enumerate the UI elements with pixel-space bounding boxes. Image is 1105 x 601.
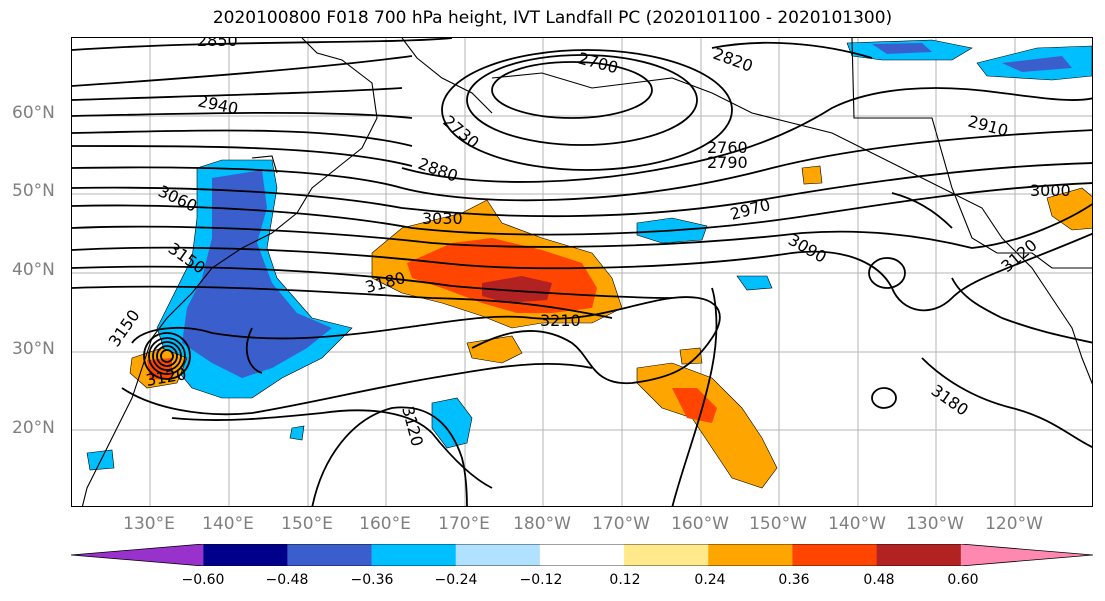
colorbar-extend-max [960, 544, 1093, 566]
contour-label: 2760 [707, 138, 748, 157]
colorbar [70, 543, 1094, 580]
contour-label: 3030 [422, 209, 463, 228]
lon-label-170w: 170°W [592, 514, 650, 534]
colorbar-swatch [371, 544, 457, 566]
colorbar-tick: −0.48 [265, 572, 309, 588]
colorbar-tick: 0.60 [947, 572, 979, 588]
lon-label-170e: 170°E [438, 514, 490, 534]
lon-label-160e: 160°E [359, 514, 411, 534]
lon-label-150e: 150°E [281, 514, 333, 534]
lon-label-140e: 140°E [202, 514, 254, 534]
colorbar-tick: 0.48 [863, 572, 895, 588]
lon-label-130w: 130°W [906, 514, 964, 534]
lon-label-140w: 140°W [828, 514, 886, 534]
lat-label-20n: 20°N [12, 418, 55, 438]
colorbar-tick: −0.36 [350, 572, 394, 588]
contour-label: 2700 [576, 49, 620, 78]
lon-label-180w: 180°W [513, 514, 571, 534]
contour-label: 2850 [197, 38, 238, 50]
map-canvas: 2850 2940 2730 2700 2820 2760 2790 2910 … [72, 38, 1092, 506]
contour-label: 2820 [711, 44, 756, 76]
contour-label: 2880 [416, 154, 461, 186]
lon-label-150w: 150°W [749, 514, 807, 534]
lat-label-50n: 50°N [12, 181, 55, 201]
colorbar-swatch [203, 544, 288, 566]
colorbar-tick: 0.24 [694, 572, 726, 588]
lat-label-60n: 60°N [12, 103, 55, 123]
lon-label-130e: 130°E [123, 514, 175, 534]
colorbar-swatch [455, 544, 541, 566]
lon-label-120w: 120°W [985, 514, 1043, 534]
contour-label: 3150 [105, 306, 144, 350]
contour-label: 2970 [728, 195, 772, 224]
colorbar-swatch [624, 544, 709, 566]
lon-label-160w: 160°W [671, 514, 729, 534]
colorbar-tick: 0.12 [609, 572, 641, 588]
colorbar-swatch [708, 544, 793, 566]
colorbar-tick: −0.24 [434, 572, 478, 588]
contour-label: 3000 [1030, 181, 1071, 200]
colorbar-swatch [876, 544, 962, 566]
colorbar-swatch [539, 544, 625, 566]
lat-label-30n: 30°N [12, 339, 55, 359]
coastlines [81, 38, 1092, 506]
contour-label: 3090 [785, 230, 830, 267]
colorbar-tick: −0.12 [519, 572, 563, 588]
contour-label: 2790 [707, 153, 748, 172]
colorbar-tick: 0.36 [778, 572, 810, 588]
colorbar-extend-min [71, 544, 204, 566]
map-panel: 2850 2940 2730 2700 2820 2760 2790 2910 … [71, 37, 1093, 507]
positive-ivt-shading [129, 165, 1092, 489]
contour-label: 3180 [928, 381, 972, 420]
colorbar-swatch [792, 544, 878, 566]
colorbar-swatch [287, 544, 373, 566]
lat-label-40n: 40°N [12, 260, 55, 280]
colorbar-swatches [70, 543, 1094, 567]
contour-label: 3060 [155, 181, 200, 215]
height-contours [72, 38, 1092, 506]
contour-label: 3210 [540, 311, 581, 330]
colorbar-tick: −0.60 [181, 572, 225, 588]
map-title: 2020100800 F018 700 hPa height, IVT Land… [212, 8, 893, 28]
